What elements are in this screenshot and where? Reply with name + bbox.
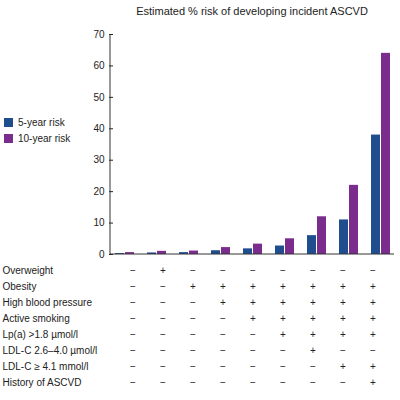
svg-text:−: − [220, 361, 226, 372]
svg-text:High blood pressure: High blood pressure [3, 297, 93, 308]
svg-text:+: + [280, 281, 286, 292]
svg-text:−: − [250, 265, 256, 276]
svg-text:−: − [220, 265, 226, 276]
svg-text:+: + [340, 297, 346, 308]
svg-text:−: − [280, 345, 286, 356]
svg-text:−: − [190, 377, 196, 388]
svg-text:+: + [310, 297, 316, 308]
svg-text:−: − [130, 297, 136, 308]
svg-text:−: − [130, 345, 136, 356]
svg-text:60: 60 [93, 60, 105, 71]
svg-text:+: + [250, 313, 256, 324]
svg-text:LDL-C 2.6–4.0 µmol/l: LDL-C 2.6–4.0 µmol/l [3, 345, 98, 356]
svg-text:−: − [160, 361, 166, 372]
svg-text:−: − [130, 313, 136, 324]
svg-text:20: 20 [93, 186, 105, 197]
svg-text:0: 0 [99, 249, 105, 260]
svg-text:+: + [280, 297, 286, 308]
svg-text:+: + [310, 345, 316, 356]
svg-text:+: + [310, 281, 316, 292]
svg-text:+: + [160, 265, 166, 276]
svg-text:−: − [250, 329, 256, 340]
svg-text:−: − [190, 345, 196, 356]
svg-text:+: + [190, 281, 196, 292]
svg-text:Overweight: Overweight [3, 265, 54, 276]
svg-text:−: − [160, 281, 166, 292]
svg-text:+: + [340, 313, 346, 324]
svg-text:−: − [280, 377, 286, 388]
svg-text:−: − [130, 377, 136, 388]
svg-text:−: − [160, 345, 166, 356]
svg-text:+: + [310, 329, 316, 340]
svg-text:+: + [340, 329, 346, 340]
html-text:Estimated % risk of developing: Estimated % risk of developing incident … [136, 5, 368, 17]
svg-text:70: 70 [93, 29, 105, 40]
svg-text:−: − [310, 377, 316, 388]
svg-text:+: + [220, 297, 226, 308]
svg-text:+: + [370, 329, 376, 340]
svg-text:−: − [220, 329, 226, 340]
svg-text:Obesity: Obesity [3, 281, 37, 292]
svg-text:−: − [160, 329, 166, 340]
svg-text:30: 30 [93, 154, 105, 165]
svg-text:+: + [280, 329, 286, 340]
svg-text:+: + [250, 297, 256, 308]
svg-text:+: + [280, 313, 286, 324]
svg-text:+: + [370, 377, 376, 388]
svg-text:+: + [220, 281, 226, 292]
svg-text:10: 10 [93, 217, 105, 228]
html-text:5-year risk: 5-year risk [18, 117, 65, 128]
svg-text:+: + [370, 361, 376, 372]
svg-text:LDL-C ≥ 4.1 mmol/l: LDL-C ≥ 4.1 mmol/l [3, 361, 89, 372]
svg-text:−: − [310, 265, 316, 276]
svg-text:−: − [280, 361, 286, 372]
svg-text:−: − [160, 377, 166, 388]
svg-text:+: + [370, 281, 376, 292]
svg-text:−: − [310, 361, 316, 372]
svg-text:+: + [310, 313, 316, 324]
svg-text:−: − [280, 265, 286, 276]
svg-text:−: − [250, 345, 256, 356]
svg-text:Active smoking: Active smoking [3, 313, 70, 324]
svg-text:−: − [190, 361, 196, 372]
svg-text:−: − [250, 377, 256, 388]
svg-text:−: − [220, 313, 226, 324]
svg-text:+: + [340, 281, 346, 292]
svg-text:−: − [160, 313, 166, 324]
svg-text:−: − [160, 297, 166, 308]
svg-text:−: − [130, 361, 136, 372]
svg-text:−: − [340, 345, 346, 356]
svg-text:−: − [190, 329, 196, 340]
svg-text:+: + [370, 313, 376, 324]
svg-text:−: − [130, 265, 136, 276]
svg-text:−: − [370, 265, 376, 276]
svg-text:−: − [370, 345, 376, 356]
svg-text:+: + [340, 361, 346, 372]
svg-text:+: + [250, 281, 256, 292]
svg-text:50: 50 [93, 92, 105, 103]
svg-text:−: − [220, 345, 226, 356]
svg-text:−: − [130, 281, 136, 292]
html-text:10-year risk: 10-year risk [18, 133, 71, 144]
svg-text:40: 40 [93, 123, 105, 134]
svg-text:+: + [370, 297, 376, 308]
svg-text:Lp(a) >1.8 µmol/l: Lp(a) >1.8 µmol/l [3, 329, 79, 340]
svg-text:−: − [250, 361, 256, 372]
svg-text:History of ASCVD: History of ASCVD [3, 377, 82, 388]
svg-text:−: − [190, 265, 196, 276]
svg-text:−: − [340, 377, 346, 388]
svg-text:−: − [130, 329, 136, 340]
svg-text:−: − [190, 313, 196, 324]
svg-text:−: − [220, 377, 226, 388]
svg-text:−: − [340, 265, 346, 276]
svg-text:−: − [190, 297, 196, 308]
